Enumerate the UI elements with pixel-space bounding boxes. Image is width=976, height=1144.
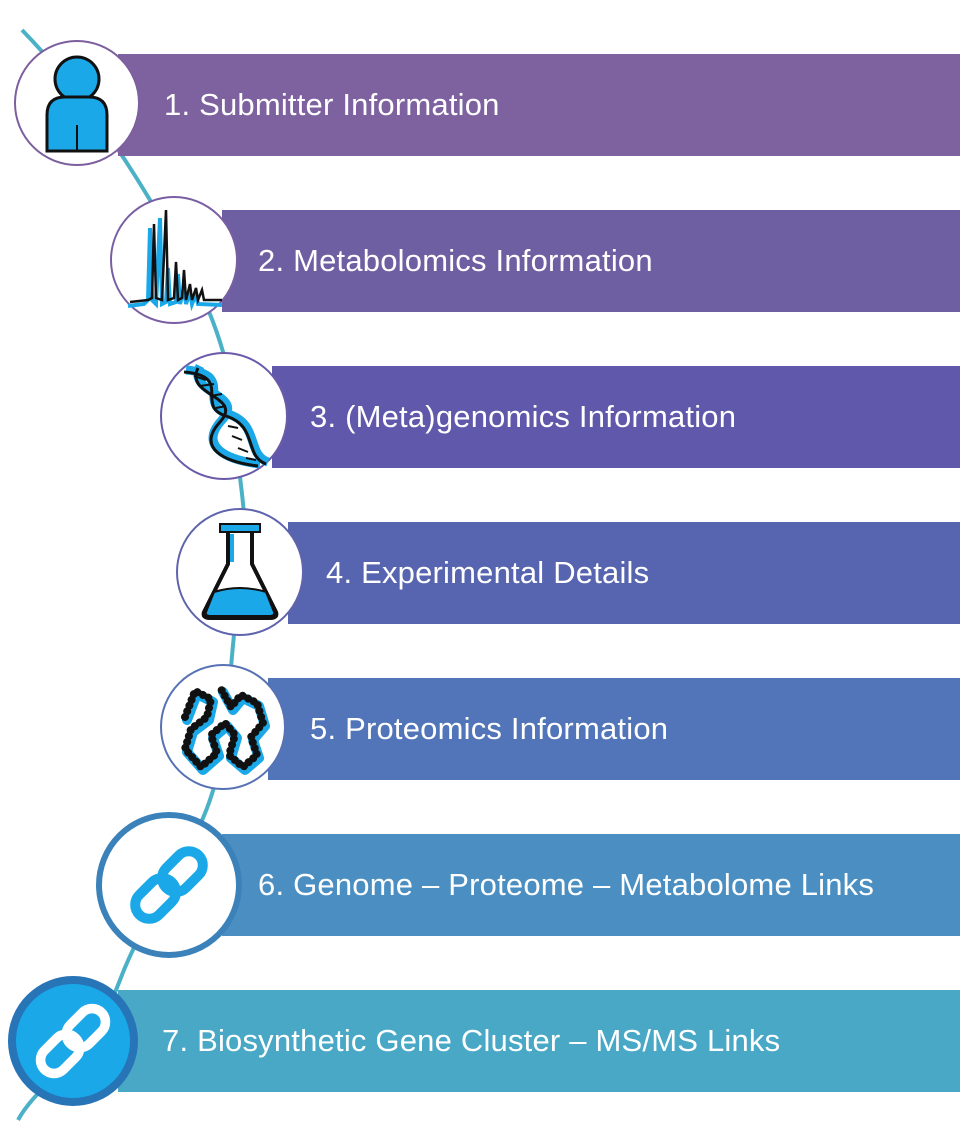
step-1-circle	[14, 40, 140, 166]
step-5-bar[interactable]: 5. Proteomics Information	[268, 678, 960, 780]
step-4-bar[interactable]: 4. Experimental Details	[288, 522, 960, 624]
link-icon	[130, 846, 208, 924]
step-3-label: 3. (Meta)genomics Information	[310, 399, 737, 434]
step-5-circle	[160, 664, 286, 790]
step-2-label: 2. Metabolomics Information	[258, 243, 653, 278]
person-icon	[45, 55, 109, 153]
step-5-label: 5. Proteomics Information	[310, 711, 669, 746]
step-7-label: 7. Biosynthetic Gene Cluster – MS/MS Lin…	[162, 1023, 781, 1058]
step-1-label: 1. Submitter Information	[164, 87, 500, 122]
step-4-label: 4. Experimental Details	[326, 555, 650, 590]
spectrum-icon	[127, 209, 223, 312]
step-3-bar[interactable]: 3. (Meta)genomics Information	[272, 366, 960, 468]
step-2-circle	[110, 196, 238, 324]
step-2-bar[interactable]: 2. Metabolomics Information	[222, 210, 960, 312]
link-icon	[35, 1003, 111, 1079]
protein-chain-icon	[181, 685, 270, 775]
step-6-bar[interactable]: 6. Genome – Proteome – Metabolome Links	[222, 834, 960, 936]
dna-icon	[183, 364, 271, 468]
step-7-bar[interactable]: 7. Biosynthetic Gene Cluster – MS/MS Lin…	[118, 990, 960, 1092]
step-7-circle	[8, 976, 138, 1106]
step-6-label: 6. Genome – Proteome – Metabolome Links	[258, 867, 875, 902]
step-1-bar[interactable]: 1. Submitter Information	[118, 54, 960, 156]
flask-icon	[201, 523, 279, 620]
step-3-circle	[160, 352, 288, 480]
step-4-circle	[176, 508, 304, 636]
step-6-circle	[96, 812, 242, 958]
